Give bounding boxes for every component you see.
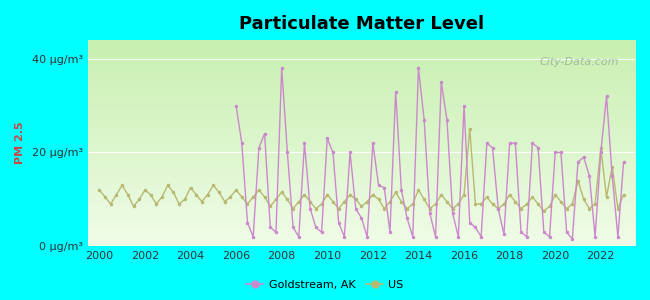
Title: Particulate Matter Level: Particulate Matter Level xyxy=(239,15,484,33)
Legend: Goldstream, AK, US: Goldstream, AK, US xyxy=(242,276,408,294)
Y-axis label: PM 2.5: PM 2.5 xyxy=(15,122,25,164)
Text: City-Data.com: City-Data.com xyxy=(539,57,619,67)
